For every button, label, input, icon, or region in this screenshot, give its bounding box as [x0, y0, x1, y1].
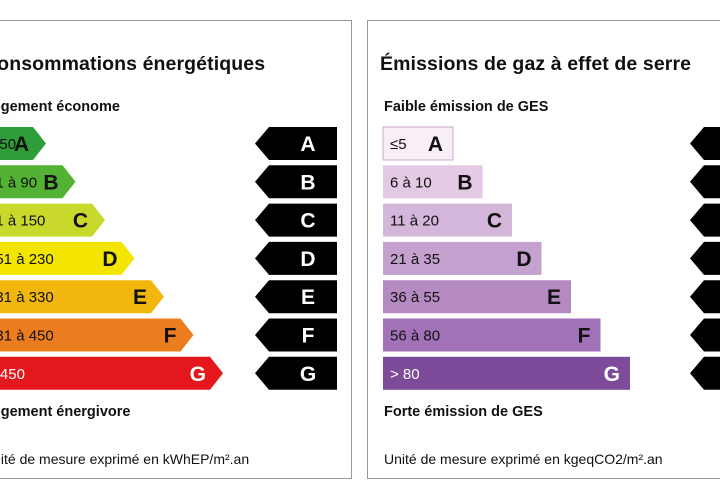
ges-range-A: ≤5	[390, 136, 407, 153]
energy-marker-C	[255, 203, 337, 237]
ges-class-G: G	[604, 363, 620, 386]
energy-marker-label-G: G	[300, 363, 316, 386]
ges-class-B: B	[457, 171, 472, 194]
energy-range-B: 51 à 90	[0, 174, 37, 191]
ges-marker-E	[690, 280, 720, 314]
ges-rating-chart: ≤5 A 6 à 10 B 11 à 20 C 21 à 35 D 36 à 55 E 56 à 8…	[382, 126, 720, 390]
energy-unit-note: Unité de mesure exprimé en kWhEP/m².an	[0, 451, 250, 467]
ges-marker-G	[690, 356, 720, 390]
energy-bar-G	[0, 356, 223, 390]
energy-bottom-label: Logement énergivore	[0, 404, 131, 420]
energy-marker-label-B: B	[300, 171, 315, 194]
ges-class-E: E	[547, 286, 561, 309]
energy-marker-B	[255, 165, 337, 199]
ges-bar-C	[383, 203, 512, 237]
ges-bar-D	[383, 241, 542, 275]
energy-class-F: F	[164, 325, 177, 348]
energy-bar-E	[0, 280, 164, 314]
energy-range-C: 91 à 150	[0, 213, 45, 230]
ges-range-D: 21 à 35	[390, 251, 440, 268]
energy-label-panel: Consommations énergétiques Logement écon…	[0, 20, 352, 479]
energy-marker-label-F: F	[302, 325, 315, 348]
energy-title: Consommations énergétiques	[0, 53, 266, 75]
ges-unit-note: Unité de mesure exprimé en kgeqCO2/m².an	[384, 451, 663, 467]
ges-bar-F	[383, 318, 601, 352]
energy-marker-E	[255, 280, 337, 314]
energy-range-G: > 450	[0, 366, 25, 383]
ges-bar-A	[382, 126, 454, 161]
ges-title: Émissions de gaz à effet de serre	[380, 53, 692, 75]
ges-top-label: Faible émission de GES	[384, 99, 549, 115]
ges-bottom-label: Forte émission de GES	[384, 404, 543, 420]
energy-bar-D	[0, 241, 135, 275]
energy-top-label: Logement économe	[0, 99, 120, 115]
energy-class-B: B	[43, 171, 58, 194]
energy-class-C: C	[73, 210, 88, 233]
ges-label-panel: Émissions de gaz à effet de serre Faible…	[367, 20, 720, 479]
energy-range-F: 331 à 450	[0, 328, 54, 345]
energy-marker-A	[255, 127, 337, 160]
ges-bar-B	[383, 165, 483, 199]
energy-class-A: A	[14, 133, 29, 156]
energy-marker-label-D: D	[300, 248, 315, 271]
energy-range-D: 151 à 230	[0, 251, 54, 268]
energy-bar-A	[0, 127, 46, 160]
ges-marker-C	[690, 203, 720, 237]
ges-range-E: 36 à 55	[390, 289, 440, 306]
ges-range-F: 56 à 80	[390, 328, 440, 345]
ges-bar-G	[383, 356, 630, 390]
energy-marker-label-E: E	[301, 286, 315, 309]
energy-bar-F	[0, 318, 194, 352]
energy-range-E: 231 à 330	[0, 289, 54, 306]
energy-bar-C	[0, 203, 105, 237]
energy-bar-B	[0, 165, 76, 199]
ges-range-G: > 80	[390, 366, 420, 383]
ges-marker-A	[690, 127, 720, 160]
ges-range-C: 11 à 20	[390, 213, 439, 230]
ges-bar-E	[383, 280, 571, 314]
ges-class-D: D	[516, 248, 531, 271]
energy-marker-label-A: A	[300, 133, 315, 156]
energy-class-E: E	[133, 286, 147, 309]
energy-range-A: ≤ 50	[0, 136, 16, 153]
energy-class-G: G	[190, 363, 206, 386]
energy-rating-chart: ≤ 50A51 à 90B91 à 150C151 à 230D231 à 33…	[0, 127, 337, 390]
ges-class-A: A	[428, 133, 443, 156]
energy-marker-D	[255, 241, 337, 275]
energy-class-D: D	[102, 248, 117, 271]
ges-class-C: C	[487, 210, 502, 233]
ges-marker-F	[690, 318, 720, 352]
ges-marker-D	[690, 241, 720, 275]
ges-range-B: 6 à 10	[390, 174, 432, 191]
ges-class-F: F	[578, 325, 591, 348]
energy-marker-label-C: C	[300, 210, 315, 233]
energy-marker-G	[255, 356, 337, 390]
energy-marker-F	[255, 318, 337, 352]
ges-marker-B	[690, 165, 720, 199]
